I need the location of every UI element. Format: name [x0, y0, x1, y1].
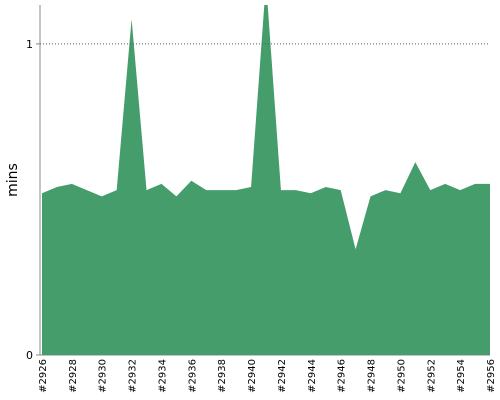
x-tick-label: #2954 — [456, 359, 467, 393]
x-tick-label: #2946 — [337, 359, 348, 393]
x-tick-label: #2948 — [367, 359, 378, 393]
x-tick-label: #2932 — [128, 359, 139, 393]
y-axis-label: mins — [5, 163, 21, 197]
area — [42, 5, 490, 355]
y-tick-label: 0 — [26, 349, 33, 362]
x-tick-label: #2944 — [307, 359, 318, 393]
y-tick-label: 1 — [26, 38, 33, 51]
x-tick-label: #2938 — [217, 359, 228, 393]
x-tick-label: #2942 — [277, 359, 288, 393]
x-tick-label: #2940 — [247, 359, 258, 393]
x-tick-label: #2952 — [426, 359, 437, 393]
x-tick-label: #2926 — [38, 359, 49, 393]
x-tick-label: #2936 — [187, 359, 198, 393]
x-tick-label: #2956 — [486, 359, 497, 393]
x-tick-label: #2950 — [396, 359, 407, 393]
x-tick-label: #2934 — [157, 359, 168, 393]
x-tick-label: #2930 — [98, 359, 109, 393]
x-tick-label: #2928 — [68, 359, 79, 393]
